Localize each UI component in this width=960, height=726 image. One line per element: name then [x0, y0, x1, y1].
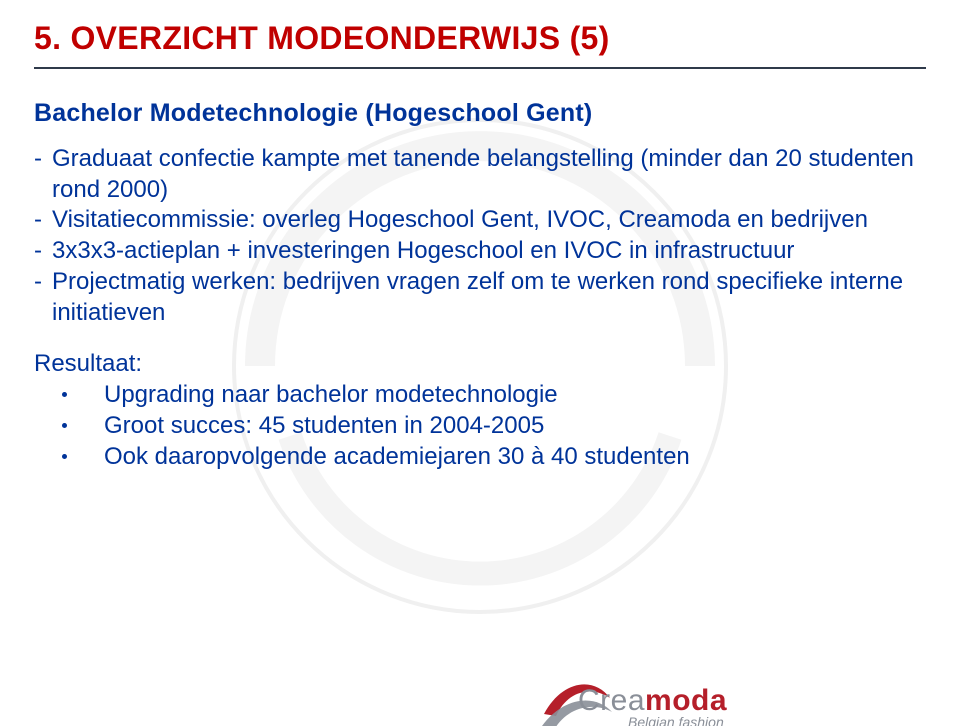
footer-logo: Creamoda Belgian fashion	[578, 684, 727, 726]
list-item: Visitatiecommissie: overleg Hogeschool G…	[34, 205, 960, 236]
list-item: Projectmatig werken: bedrijven vragen ze…	[34, 267, 960, 328]
page-title: 5. OVERZICHT MODEONDERWIJS (5)	[34, 20, 960, 57]
result-list: Upgrading naar bachelor modetechnologie …	[62, 380, 960, 472]
logo-part-moda: moda	[645, 684, 727, 717]
logo-tagline: Belgian fashion	[628, 714, 727, 726]
bullet-list: Graduaat confectie kampte met tanende be…	[34, 144, 960, 328]
list-item: Upgrading naar bachelor modetechnologie	[62, 380, 960, 411]
result-heading: Resultaat:	[34, 350, 960, 378]
title-underline	[34, 67, 926, 69]
list-item: 3x3x3-actieplan + investeringen Hogescho…	[34, 236, 960, 267]
list-item: Groot succes: 45 studenten in 2004-2005	[62, 411, 960, 442]
list-item: Ook daaropvolgende academiejaren 30 à 40…	[62, 442, 960, 473]
section-subtitle: Bachelor Modetechnologie (Hogeschool Gen…	[34, 99, 960, 128]
logo-wordmark: Creamoda	[578, 684, 727, 718]
logo-part-crea: Crea	[578, 684, 645, 717]
list-item: Graduaat confectie kampte met tanende be…	[34, 144, 960, 205]
